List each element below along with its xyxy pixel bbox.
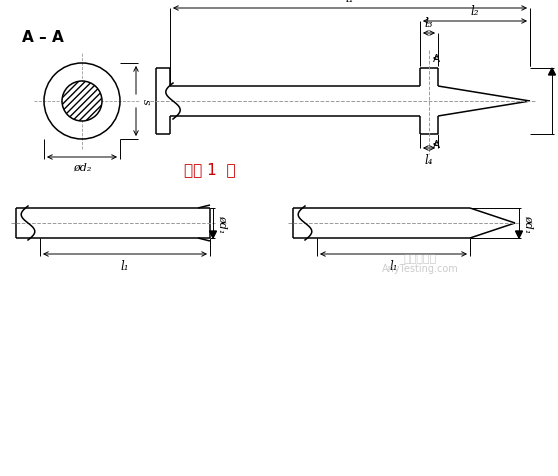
Text: A: A — [433, 140, 440, 149]
Polygon shape — [516, 231, 522, 238]
Text: ød₁: ød₁ — [557, 93, 558, 111]
Text: ød₁: ød₁ — [218, 214, 228, 233]
Text: l₁: l₁ — [346, 0, 354, 5]
Text: l₄: l₄ — [425, 154, 433, 167]
Text: ød₂: ød₂ — [73, 163, 91, 173]
Text: 嘉峪检测网: 嘉峪检测网 — [403, 253, 436, 263]
Text: AnyTesting.com: AnyTesting.com — [382, 263, 458, 273]
Text: l₁: l₁ — [121, 259, 129, 272]
Text: A – A: A – A — [22, 30, 64, 44]
Text: l₂: l₂ — [471, 5, 479, 18]
Text: 类型 1  杆: 类型 1 杆 — [184, 162, 236, 177]
Text: ød₁: ød₁ — [524, 214, 534, 233]
Text: s: s — [141, 99, 151, 105]
Circle shape — [62, 82, 102, 122]
Text: l₁: l₁ — [389, 259, 398, 272]
Text: A: A — [433, 54, 440, 64]
Polygon shape — [549, 69, 556, 76]
Polygon shape — [209, 231, 217, 238]
Text: l₃: l₃ — [425, 17, 433, 30]
